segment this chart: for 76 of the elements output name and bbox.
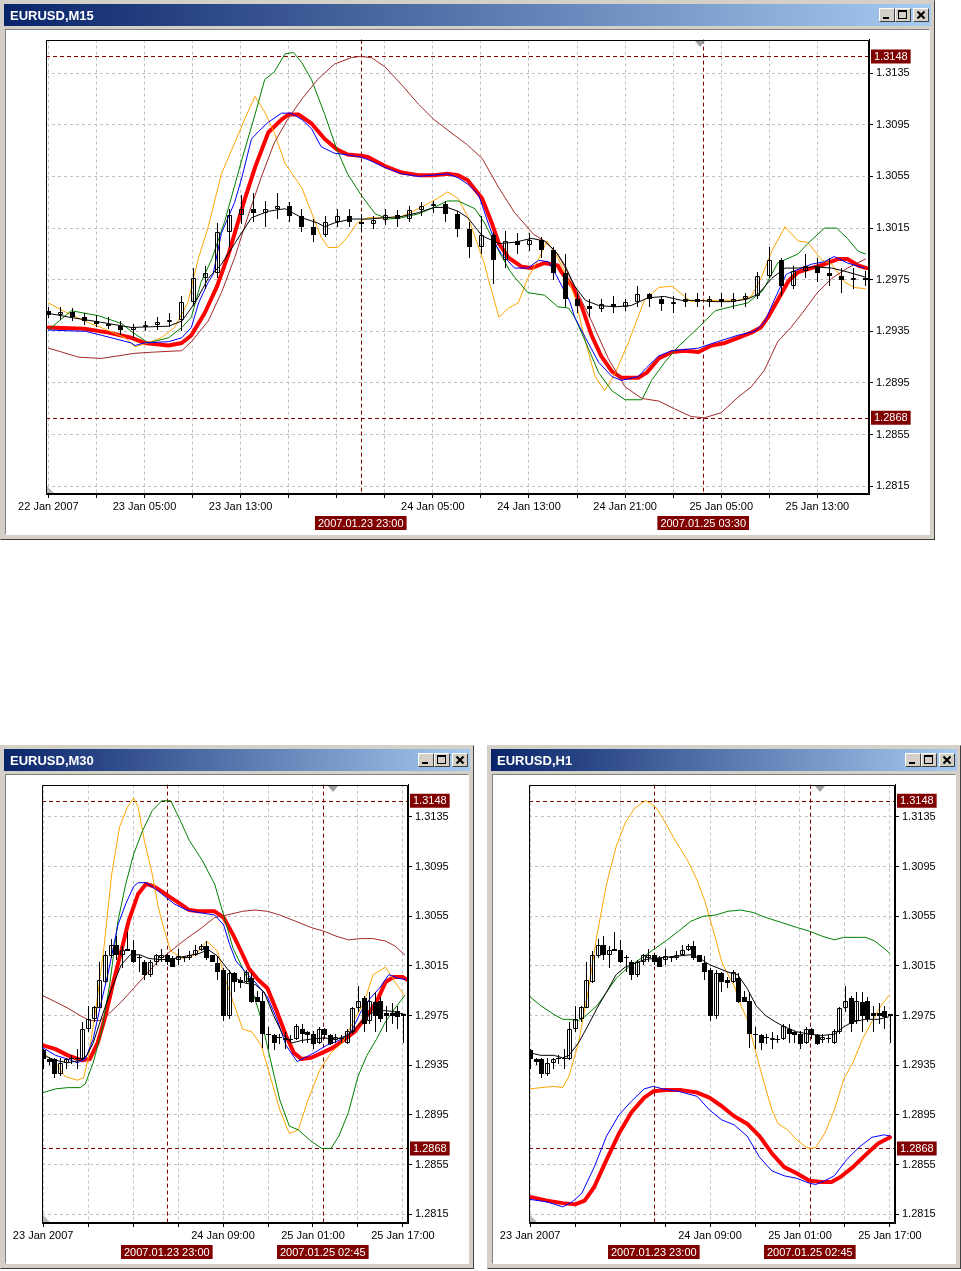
y-tick-label: 1.2855 <box>902 1157 936 1170</box>
y-tick-label: 1.2815 <box>902 1207 936 1220</box>
ref-line-label: 2007.01.23 23:00 <box>317 516 404 529</box>
y-tick-label: 1.2895 <box>876 376 910 389</box>
candlestick <box>203 266 208 289</box>
x-tick-label: 23 Jan 2007 <box>12 1228 74 1241</box>
ref-line-label: 1.3148 <box>874 49 908 62</box>
chart-title: EURUSD,M15 <box>10 8 94 23</box>
candlestick <box>215 223 220 278</box>
ref-line-label: 2007.01.25 02:45 <box>280 1245 366 1258</box>
candlestick <box>573 1006 578 1032</box>
ref-line-label: 2007.01.25 02:45 <box>767 1245 853 1258</box>
y-tick-label: 1.2895 <box>415 1107 449 1120</box>
y-tick-label: 1.2975 <box>415 1008 449 1021</box>
candlestick <box>323 216 328 237</box>
y-tick-label: 1.2935 <box>876 324 910 337</box>
y-tick-label: 1.2855 <box>415 1157 449 1170</box>
y-tick-label: 1.2975 <box>902 1008 936 1021</box>
candlestick <box>755 272 760 299</box>
ref-line-label: 1.3148 <box>413 794 447 807</box>
x-tick-label: 24 Jan 13:00 <box>497 499 561 512</box>
y-tick-label: 1.2935 <box>902 1058 936 1071</box>
y-tick-label: 1.2975 <box>876 272 910 285</box>
x-tick-label: 25 Jan 13:00 <box>785 499 850 512</box>
candlestick <box>479 216 484 254</box>
x-tick-label: 25 Jan 01:00 <box>281 1228 345 1241</box>
x-tick-label: 24 Jan 05:00 <box>401 499 465 512</box>
candlestick <box>503 231 508 268</box>
chart-title: EURUSD,H1 <box>497 753 573 768</box>
candlestick <box>239 195 244 224</box>
ref-line-label: 2007.01.23 23:00 <box>610 1245 697 1258</box>
candlestick <box>767 247 772 278</box>
ref-line-label: 1.2868 <box>900 1142 934 1155</box>
x-tick-label: 24 Jan 09:00 <box>191 1228 255 1241</box>
ref-line-label: 1.2868 <box>874 411 908 424</box>
x-tick-label: 25 Jan 17:00 <box>858 1228 922 1241</box>
y-tick-label: 1.3135 <box>415 809 449 822</box>
x-tick-label: 25 Jan 01:00 <box>768 1228 832 1241</box>
candlestick <box>266 1027 271 1049</box>
y-tick-label: 1.2855 <box>876 427 910 440</box>
x-tick-label: 23 Jan 13:00 <box>208 499 273 512</box>
x-tick-label: 22 Jan 2007 <box>18 499 79 512</box>
y-tick-label: 1.3095 <box>876 117 910 130</box>
candlestick <box>191 268 196 306</box>
candlestick <box>753 1027 758 1049</box>
y-tick-label: 1.3135 <box>902 809 936 822</box>
x-tick-label: 23 Jan 2007 <box>499 1228 561 1241</box>
x-tick-label: 24 Jan 21:00 <box>593 499 657 512</box>
y-tick-label: 1.3055 <box>876 169 910 182</box>
ref-line-label: 1.3148 <box>900 794 934 807</box>
y-tick-label: 1.3015 <box>415 958 449 971</box>
y-tick-label: 1.3135 <box>876 66 910 79</box>
x-tick-label: 25 Jan 17:00 <box>371 1228 435 1241</box>
candlestick <box>791 266 796 289</box>
y-tick-label: 1.3095 <box>902 859 936 872</box>
candlestick <box>227 209 232 247</box>
x-tick-label: 24 Jan 09:00 <box>678 1228 742 1241</box>
y-tick-label: 1.3055 <box>902 909 936 922</box>
candlestick <box>851 268 856 289</box>
ref-line-label: 2007.01.23 23:00 <box>123 1245 210 1258</box>
y-tick-label: 1.2815 <box>415 1207 449 1220</box>
ref-line-label: 2007.01.25 03:30 <box>660 516 747 529</box>
x-tick-label: 25 Jan 05:00 <box>689 499 754 512</box>
candlestick <box>86 1006 91 1032</box>
candlestick <box>803 254 808 278</box>
ref-line-label: 1.2868 <box>413 1142 447 1155</box>
chart-title: EURUSD,M30 <box>10 753 94 768</box>
candlestick <box>635 286 640 307</box>
y-tick-label: 1.2935 <box>415 1058 449 1071</box>
x-tick-label: 23 Jan 05:00 <box>112 499 177 512</box>
y-tick-label: 1.2815 <box>876 479 910 492</box>
y-tick-label: 1.3015 <box>876 221 910 234</box>
y-tick-label: 1.2895 <box>902 1107 936 1120</box>
y-tick-label: 1.3055 <box>415 909 449 922</box>
y-tick-label: 1.3015 <box>902 958 936 971</box>
y-tick-label: 1.3095 <box>415 859 449 872</box>
